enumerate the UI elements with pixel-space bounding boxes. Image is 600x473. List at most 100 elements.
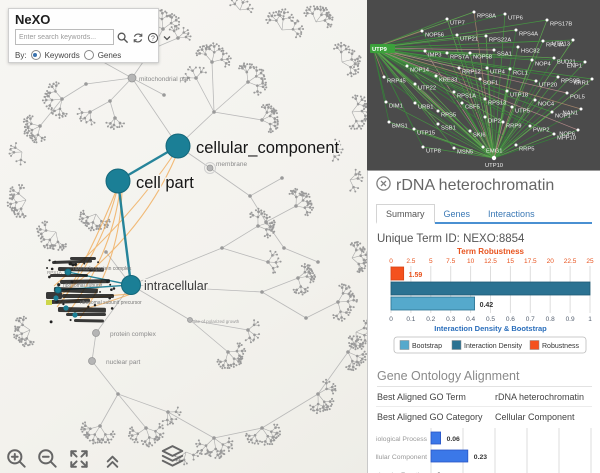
term-label-cp[interactable]: cell part: [135, 173, 196, 194]
gene-node-label[interactable]: UTP13: [552, 42, 570, 48]
gene-node-label[interactable]: UTP20: [539, 83, 557, 89]
ontology-network-svg[interactable]: mitochondrial part membrane cellular_compo…: [0, 0, 368, 473]
radio-genes[interactable]: [83, 50, 94, 60]
gene-node-label[interactable]: RRP5: [519, 147, 534, 153]
gene-node-label[interactable]: HSC82: [521, 49, 540, 55]
gene-network-svg[interactable]: UTP7 RPS8A UTP6 RPS17B NOP56 UTP21 RPS22A RPS4A…: [367, 0, 600, 170]
gene-node-label[interactable]: UTP5: [515, 109, 530, 115]
gene-node-label[interactable]: MSN5: [457, 150, 473, 156]
term-node-intra[interactable]: [121, 275, 141, 295]
term-label-sopg[interactable]: site of polarized growth: [193, 319, 240, 324]
gene-node-label[interactable]: PWP2: [533, 128, 549, 134]
gene-node-label[interactable]: NOP14: [410, 68, 430, 74]
gene-node-label[interactable]: RPS13: [488, 101, 506, 107]
fit-view-icon[interactable]: [68, 448, 90, 473]
term-label-cc[interactable]: cellular_component: [195, 138, 342, 159]
term-node-pc[interactable]: [92, 329, 100, 337]
term-label-rnp[interactable]: ribonucleoprotein complex: [73, 266, 132, 272]
gene-node-label[interactable]: RPS7A: [450, 55, 469, 61]
gene-node-label[interactable]: SSA1: [497, 52, 512, 58]
gene-node-label[interactable]: SKI6: [473, 133, 486, 139]
gene-node-label[interactable]: EMG1: [486, 149, 502, 155]
gene-node-label[interactable]: NOP56: [425, 33, 444, 39]
gene-node-label[interactable]: RCL1: [513, 71, 528, 77]
term-node-rsu[interactable]: [54, 286, 62, 294]
gene-node-label[interactable]: NOP6: [559, 132, 575, 138]
term-node-cp[interactable]: [105, 168, 131, 194]
gene-node-label[interactable]: KRE33: [439, 78, 457, 84]
help-icon[interactable]: ?: [147, 31, 159, 44]
gene-node-label[interactable]: UTP15: [417, 131, 435, 137]
search-icon[interactable]: [117, 31, 129, 44]
term-label-rsu[interactable]: ribosomal subunit: [63, 283, 103, 289]
selected-gene-chip[interactable]: [370, 44, 395, 53]
gene-interaction-panel[interactable]: UTP7 RPS8A UTP6 RPS17B NOP56 UTP21 RPS22A RPS4A…: [367, 0, 600, 171]
gene-node-label[interactable]: RPS5: [441, 113, 456, 119]
term-node-mito[interactable]: [127, 73, 137, 83]
term-node-cc[interactable]: [165, 133, 191, 159]
tab-summary[interactable]: Summary: [376, 204, 435, 224]
gene-node-label[interactable]: BUD21: [557, 60, 576, 66]
ontology-canvas[interactable]: mitochondrial part membrane cellular_compo…: [0, 0, 368, 473]
gene-node-label[interactable]: SSB1: [441, 126, 456, 132]
gene-node-label[interactable]: ENP1: [567, 64, 582, 70]
term-label-intra[interactable]: intracellular: [143, 278, 210, 295]
tab-interactions[interactable]: Interactions: [488, 209, 535, 219]
zoom-in-icon[interactable]: [6, 448, 28, 473]
gene-node-label[interactable]: NOP1: [555, 114, 571, 120]
term-label-rps1a[interactable]: RPS1A: [47, 270, 62, 275]
gene-node-label[interactable]: NOP4: [535, 62, 552, 68]
gene-node-label[interactable]: RPS4A: [519, 32, 538, 38]
close-term-icon[interactable]: [376, 176, 391, 196]
robustness-chart-el: 20: [547, 258, 555, 265]
gene-node-label[interactable]: UTP22: [418, 86, 436, 92]
gene-node-label[interactable]: RPS22A: [489, 38, 511, 44]
term-label-membrane[interactable]: membrane: [216, 161, 247, 168]
gene-node-label[interactable]: UTP9: [372, 47, 388, 53]
radio-keywords[interactable]: [30, 50, 41, 60]
gene-node-label[interactable]: SOF1: [483, 81, 498, 87]
zoom-out-icon[interactable]: [37, 448, 59, 473]
term-label-np[interactable]: nuclear part: [106, 359, 141, 366]
gene-node-label[interactable]: RPS8A: [477, 14, 496, 20]
gene-node-label[interactable]: UTP6: [508, 16, 523, 22]
gene-node-label[interactable]: RPS17B: [550, 22, 572, 28]
gene-node-label[interactable]: URB1: [418, 105, 433, 111]
collapse-chevrons-icon[interactable]: [105, 454, 120, 473]
gene-node-label[interactable]: DIM1: [389, 104, 403, 110]
gene-node-label[interactable]: BMS1: [392, 124, 408, 130]
gene-node-label[interactable]: UTP21: [460, 37, 478, 43]
gene-node-label[interactable]: UTP8: [426, 149, 441, 155]
gene-node-label[interactable]: UTP7: [450, 21, 465, 27]
refresh-icon[interactable]: [132, 31, 144, 43]
gene-node-label[interactable]: NOC4: [538, 102, 555, 108]
gene-node-label[interactable]: POL5: [570, 95, 585, 101]
gene-node-label[interactable]: UTP10: [485, 163, 503, 169]
gene-node-label[interactable]: RPL4A: [546, 43, 565, 49]
tab-genes[interactable]: Genes: [443, 209, 471, 219]
gene-node-label[interactable]: UTP4: [490, 70, 506, 76]
term-node-membrane[interactable]: [206, 164, 214, 172]
gene-node-label[interactable]: CBF5: [465, 105, 480, 111]
term-label-mito[interactable]: mitochondrial part: [139, 76, 191, 83]
term-node-np[interactable]: [88, 357, 96, 365]
gene-node-label[interactable]: MPP10: [557, 136, 576, 142]
term-label-pc[interactable]: protein complex: [110, 331, 157, 338]
gene-node-label[interactable]: RPS9B: [561, 79, 580, 85]
gene-node-label[interactable]: KRR1: [574, 81, 589, 87]
gene-node-label[interactable]: RPS1A: [457, 94, 476, 100]
collapse-panel-icon[interactable]: [162, 31, 172, 43]
gene-node-label[interactable]: RRP12: [462, 70, 481, 76]
gene-node-label[interactable]: RRP9: [506, 124, 521, 130]
term-node-sopg[interactable]: [187, 317, 193, 323]
gene-node-label[interactable]: IMP3: [428, 53, 442, 59]
search-input[interactable]: [15, 29, 114, 45]
gene-node-label[interactable]: NAN1: [563, 111, 578, 117]
gene-node-label[interactable]: UTP18: [510, 93, 528, 99]
gene-node-label[interactable]: DIP2: [488, 119, 501, 125]
gene-node-label[interactable]: RRP45: [387, 79, 406, 85]
term-node-rnp[interactable]: [64, 268, 72, 276]
gene-node-label[interactable]: NOP58: [473, 55, 492, 61]
layers-icon[interactable]: [159, 444, 186, 473]
term-label-rsup[interactable]: ribosomal subunit precursor: [80, 300, 142, 306]
